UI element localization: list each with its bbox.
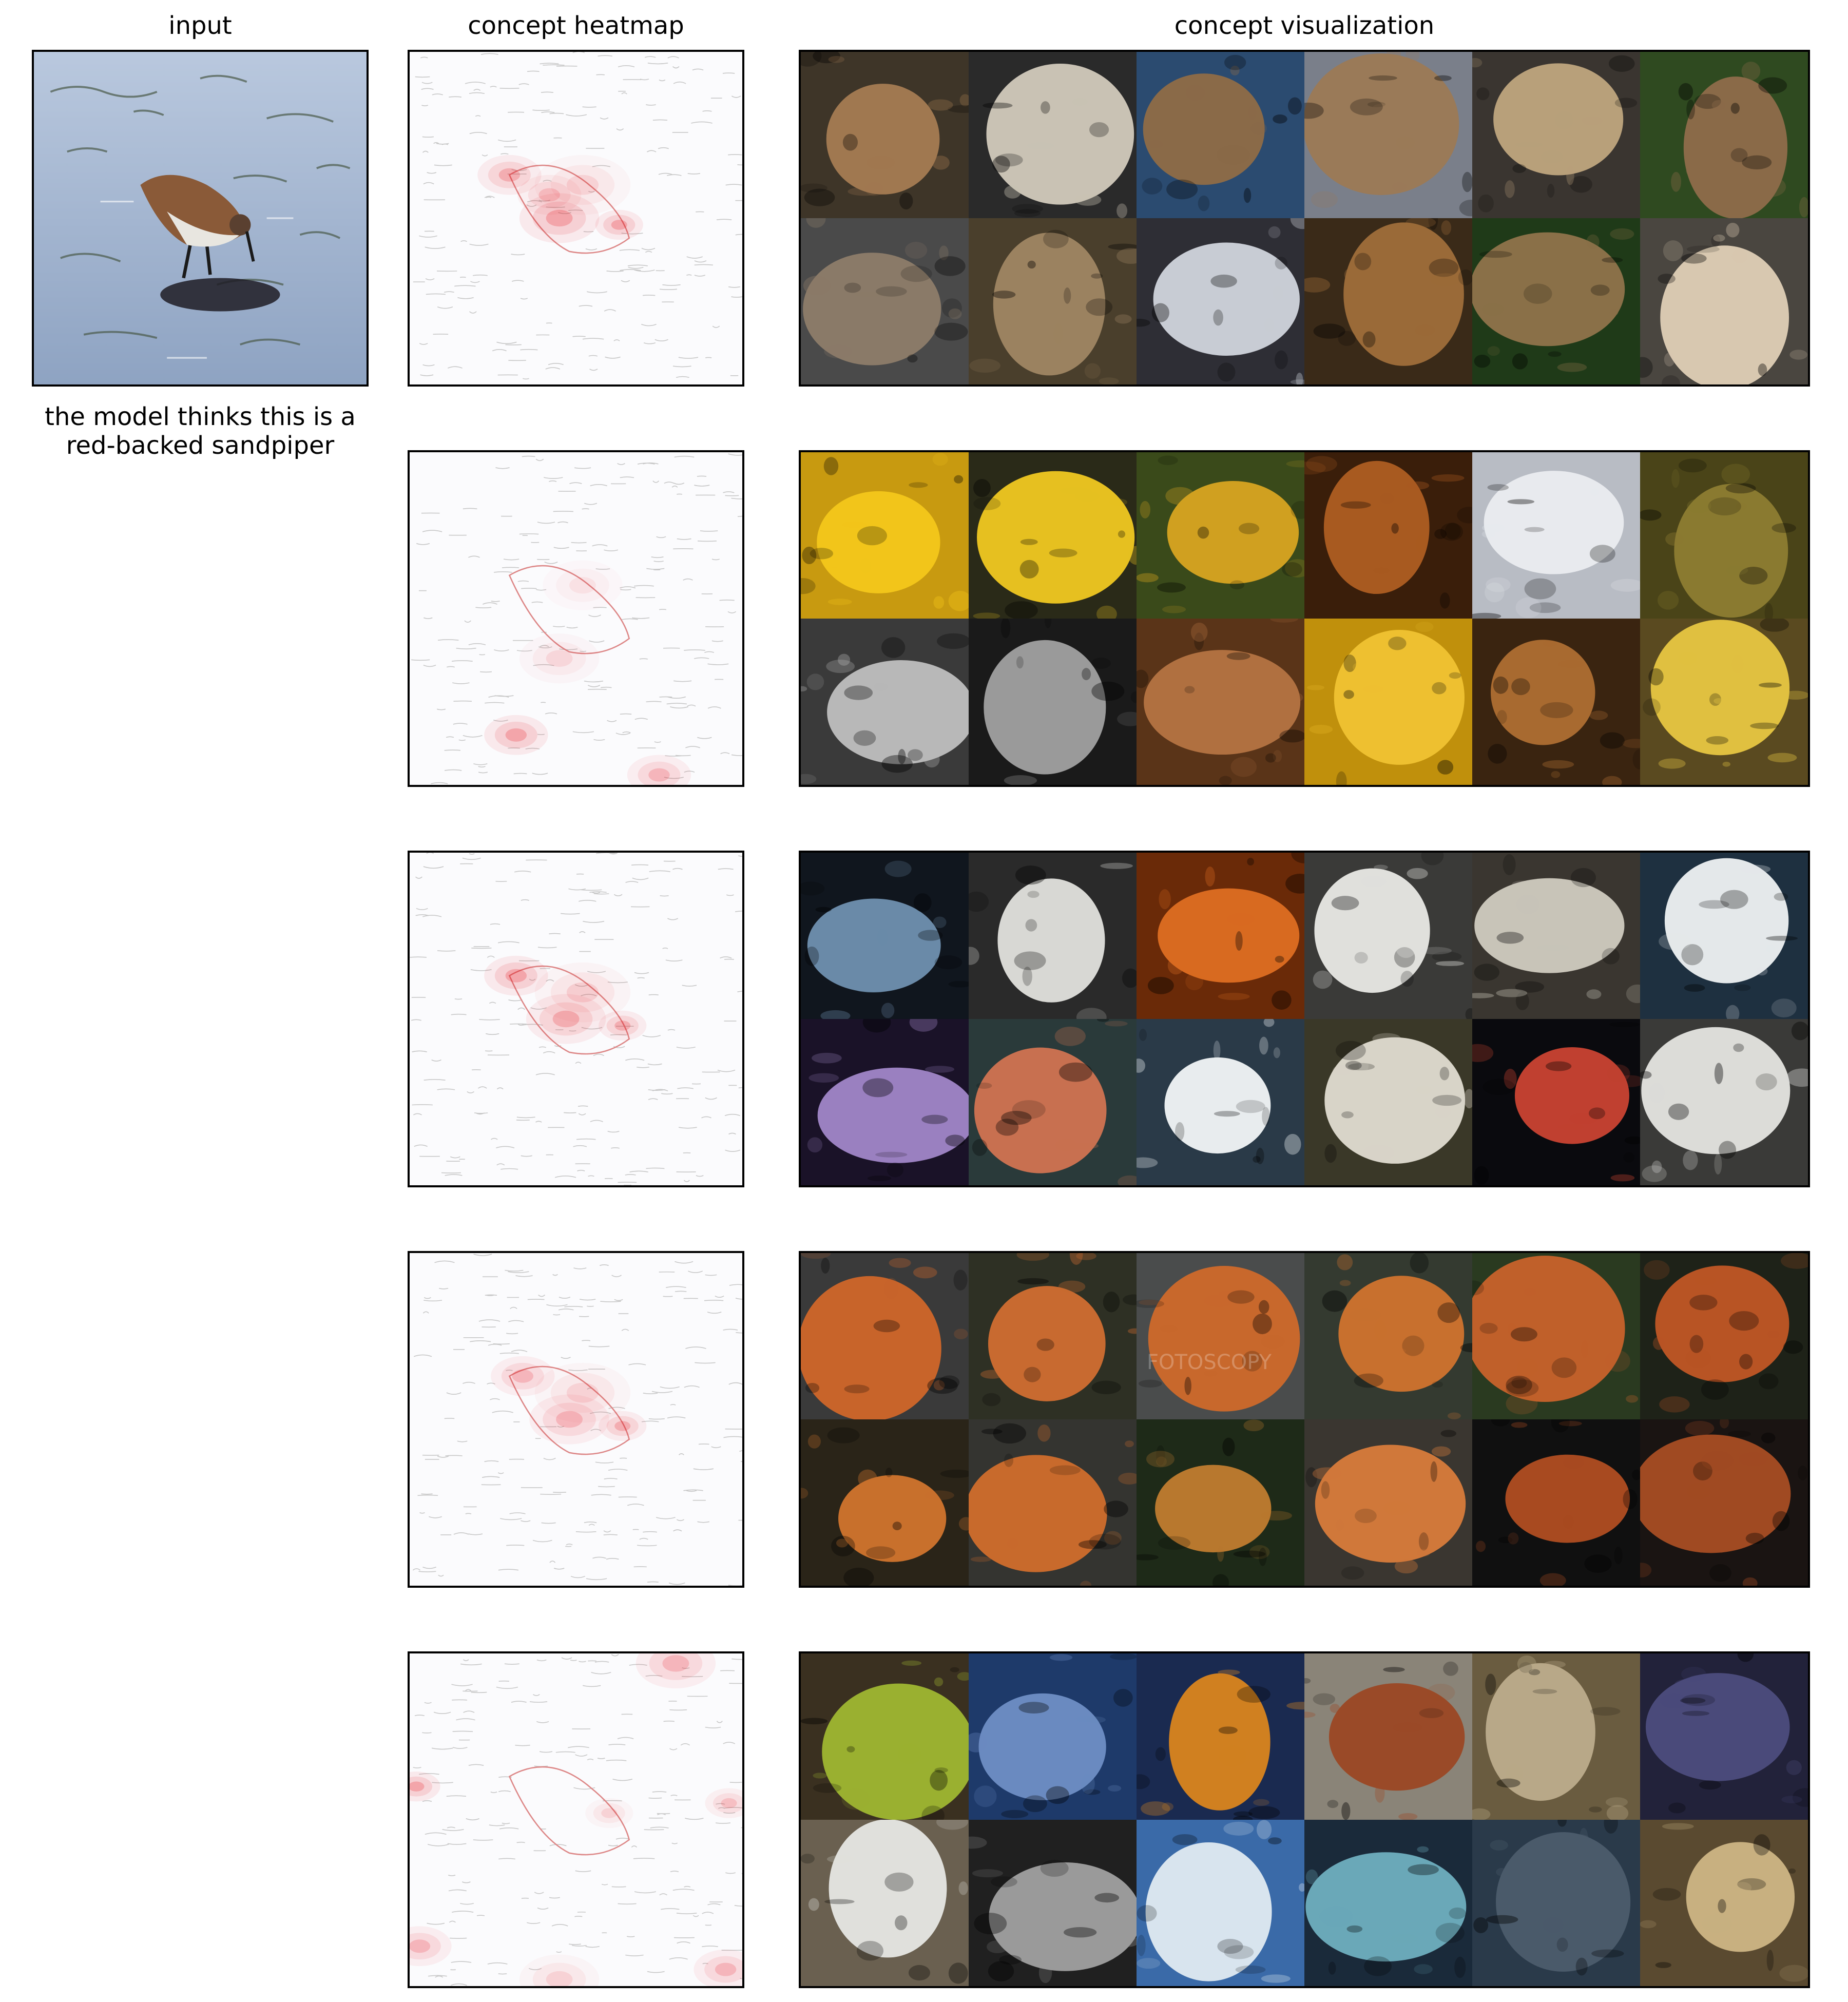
concept-tile-mandarin-duck — [1304, 1653, 1472, 1820]
concept-tile-anemone-clownfish — [1304, 1820, 1472, 1986]
concept-tile-dresser — [1137, 619, 1304, 785]
concept-tile-fox-path — [1304, 1253, 1472, 1419]
concept-tile-yellow-drawer — [1640, 619, 1808, 785]
concept-tile-daisies-bw — [969, 1820, 1137, 1986]
concept-tile-zebras — [1640, 1019, 1808, 1185]
input-image — [32, 50, 369, 387]
input-column-title: input — [168, 11, 232, 40]
concept-tile-ptarmigan — [969, 52, 1137, 218]
prediction-caption: the model thinks this is a red-backed sa… — [15, 402, 385, 460]
prediction-line-1: the model thinks this is a — [45, 402, 356, 431]
concept-tile-fox-rocks — [969, 1419, 1137, 1586]
concept-tile-fox-face — [1304, 1419, 1472, 1586]
concept-tile-lionfish-reef — [969, 1019, 1137, 1185]
concept-heatmap-3 — [408, 851, 744, 1187]
concept-tile-corn-pile — [969, 452, 1137, 619]
concept-tile-ship-sky — [1640, 853, 1808, 1019]
concept-tile-fox-snow: FOTOSCOPY — [1137, 1253, 1304, 1419]
concept-tile-grouse-grass — [1640, 52, 1808, 218]
concept-tile-zebra — [1304, 1019, 1472, 1185]
concept-visualization-grid-2 — [799, 450, 1810, 787]
concept-tile-corn-kernels — [1304, 619, 1472, 785]
concept-heatmap-1 — [408, 50, 744, 387]
concept-tile-wooden-drawer — [1304, 452, 1472, 619]
concept-tile-red-panda — [1472, 1253, 1640, 1419]
concept-tile-sepia-crowd — [1472, 1653, 1640, 1820]
concept-tile-orange-spiral — [1137, 853, 1304, 1019]
concept-tile-fox-walking — [969, 1253, 1137, 1419]
concept-tile-duck-water — [1472, 1820, 1640, 1986]
concept-tile-chest — [1472, 619, 1640, 785]
concept-tile-water-fish — [969, 1653, 1137, 1820]
concept-tile-cruise-ship — [969, 853, 1137, 1019]
concept-tile-grouse — [801, 52, 969, 218]
concept-tile-grouse-closeup — [1304, 52, 1472, 218]
prediction-line-2: red-backed sandpiper — [66, 431, 335, 460]
concept-heatmap-5 — [408, 1651, 744, 1988]
concept-tile-quail — [1304, 218, 1472, 384]
concept-tile-shoe-rack — [801, 1653, 969, 1820]
concept-visualization-grid-4: FOTOSCOPY — [799, 1251, 1810, 1588]
concept-tile-fox-sitting — [801, 1253, 969, 1419]
concept-tile-ship-bay — [1137, 1019, 1304, 1185]
heatmap-column-title: concept heatmap — [468, 11, 684, 40]
concept-tile-sleeping-dog — [1137, 1653, 1304, 1820]
concept-tile-metal-cabinets — [969, 619, 1137, 785]
concept-tile-snipe-reeds — [969, 218, 1137, 384]
concept-tile-red-panda-face — [1640, 1253, 1808, 1419]
visualization-column-title: concept visualization — [1174, 11, 1435, 40]
concept-tile-ship-dock — [1472, 853, 1640, 1019]
concept-visualization-grid-1 — [799, 50, 1810, 387]
concept-heatmap-4 — [408, 1251, 744, 1588]
concept-tile-lionfish-red — [1472, 1019, 1640, 1185]
concept-tile-monkey — [1137, 1419, 1304, 1586]
concept-visualization-grid-5 — [799, 1651, 1810, 1988]
concept-tile-fox-sleeping — [1640, 1419, 1808, 1586]
concept-tile-knot-bird — [1640, 218, 1808, 384]
concept-tile-bird-lying — [801, 218, 969, 384]
concept-tile-menu-board — [1640, 452, 1808, 619]
concept-tile-corn-salad — [1137, 452, 1304, 619]
concept-tile-cruise-liner — [1304, 853, 1472, 1019]
concept-tile-people-bench — [1640, 1653, 1808, 1820]
concept-tile-corn — [801, 452, 969, 619]
concept-tile-sandpipers-shore — [1137, 52, 1304, 218]
concept-tile-lionfish-purple — [801, 1019, 969, 1185]
concept-tile-price-sign — [1472, 452, 1640, 619]
concept-tile-plover-sand — [1472, 52, 1640, 218]
concept-heatmap-2 — [408, 450, 744, 787]
concept-visualization-grid-3 — [799, 851, 1810, 1187]
concept-tile-fox-portrait — [801, 1419, 969, 1586]
concept-tile-eider-duck — [801, 1820, 969, 1986]
concept-tile-brown-surface — [1640, 1820, 1808, 1986]
concept-tile-sandpiper-water — [1137, 218, 1304, 384]
concept-tile-dark-slats — [801, 853, 969, 1019]
concept-tile-file-cabinet — [801, 619, 969, 785]
concept-tile-quail-leaves — [1472, 218, 1640, 384]
concept-tile-puzzle-sky — [1137, 1820, 1304, 1986]
tile-watermark-text: FOTOSCOPY — [1147, 1351, 1272, 1374]
concept-tile-red-panda-dark — [1472, 1419, 1640, 1586]
